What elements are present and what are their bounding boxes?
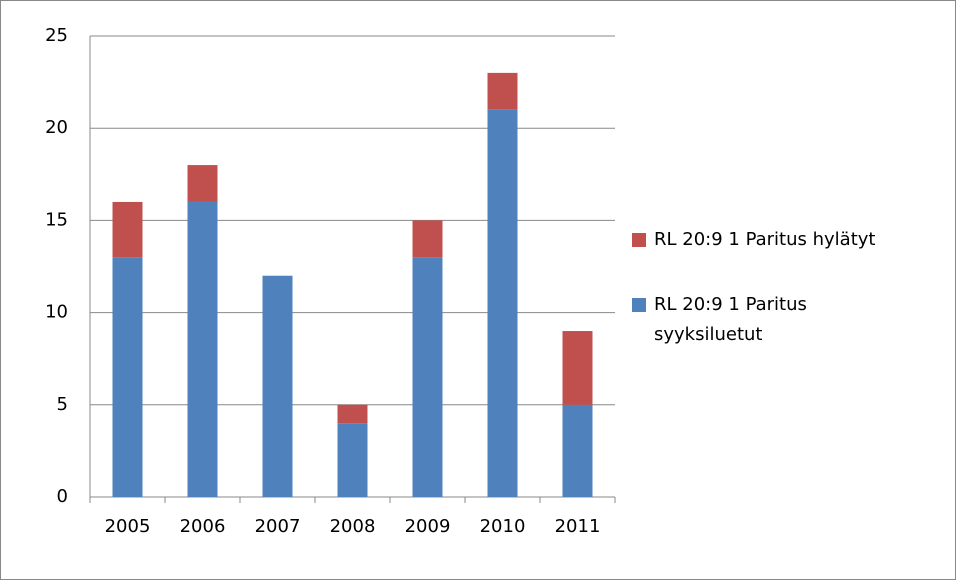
x-tick-label: 2008 bbox=[330, 516, 376, 537]
bar-segment bbox=[487, 109, 518, 497]
legend-item: RL 20:9 1 Paritus syyksiluetut bbox=[632, 290, 932, 350]
y-tick-label: 10 bbox=[45, 302, 68, 323]
y-tick-label: 0 bbox=[57, 486, 68, 507]
x-tick-label: 2010 bbox=[480, 516, 526, 537]
x-tick-label: 2005 bbox=[105, 516, 151, 537]
bar-segment bbox=[337, 404, 368, 424]
bar-segment bbox=[562, 331, 593, 405]
bar-segment bbox=[112, 201, 143, 258]
x-tick-label: 2011 bbox=[555, 516, 601, 537]
bar-segment bbox=[262, 275, 293, 497]
bar-segment bbox=[562, 404, 593, 497]
legend-swatch bbox=[632, 298, 646, 312]
legend-label: RL 20:9 1 Paritus syyksiluetut bbox=[654, 294, 807, 345]
bar-segment bbox=[112, 257, 143, 497]
bar-segment bbox=[412, 257, 443, 497]
legend-swatch bbox=[632, 233, 646, 247]
y-tick-label: 5 bbox=[57, 394, 68, 415]
y-tick-label: 15 bbox=[45, 209, 68, 230]
bar-segment bbox=[187, 165, 218, 202]
x-tick-label: 2009 bbox=[405, 516, 451, 537]
bar-segment bbox=[487, 72, 518, 110]
bar-segment bbox=[187, 201, 218, 497]
y-tick-label: 25 bbox=[45, 25, 68, 46]
y-tick-label: 20 bbox=[45, 117, 68, 138]
x-tick-label: 2006 bbox=[180, 516, 226, 537]
x-tick-label: 2007 bbox=[255, 516, 301, 537]
legend-label: RL 20:9 1 Paritus hylätyt bbox=[654, 229, 876, 250]
bar-segment bbox=[412, 220, 443, 258]
legend-item: RL 20:9 1 Paritus hylätyt bbox=[632, 225, 932, 255]
bar-segment bbox=[337, 423, 368, 497]
